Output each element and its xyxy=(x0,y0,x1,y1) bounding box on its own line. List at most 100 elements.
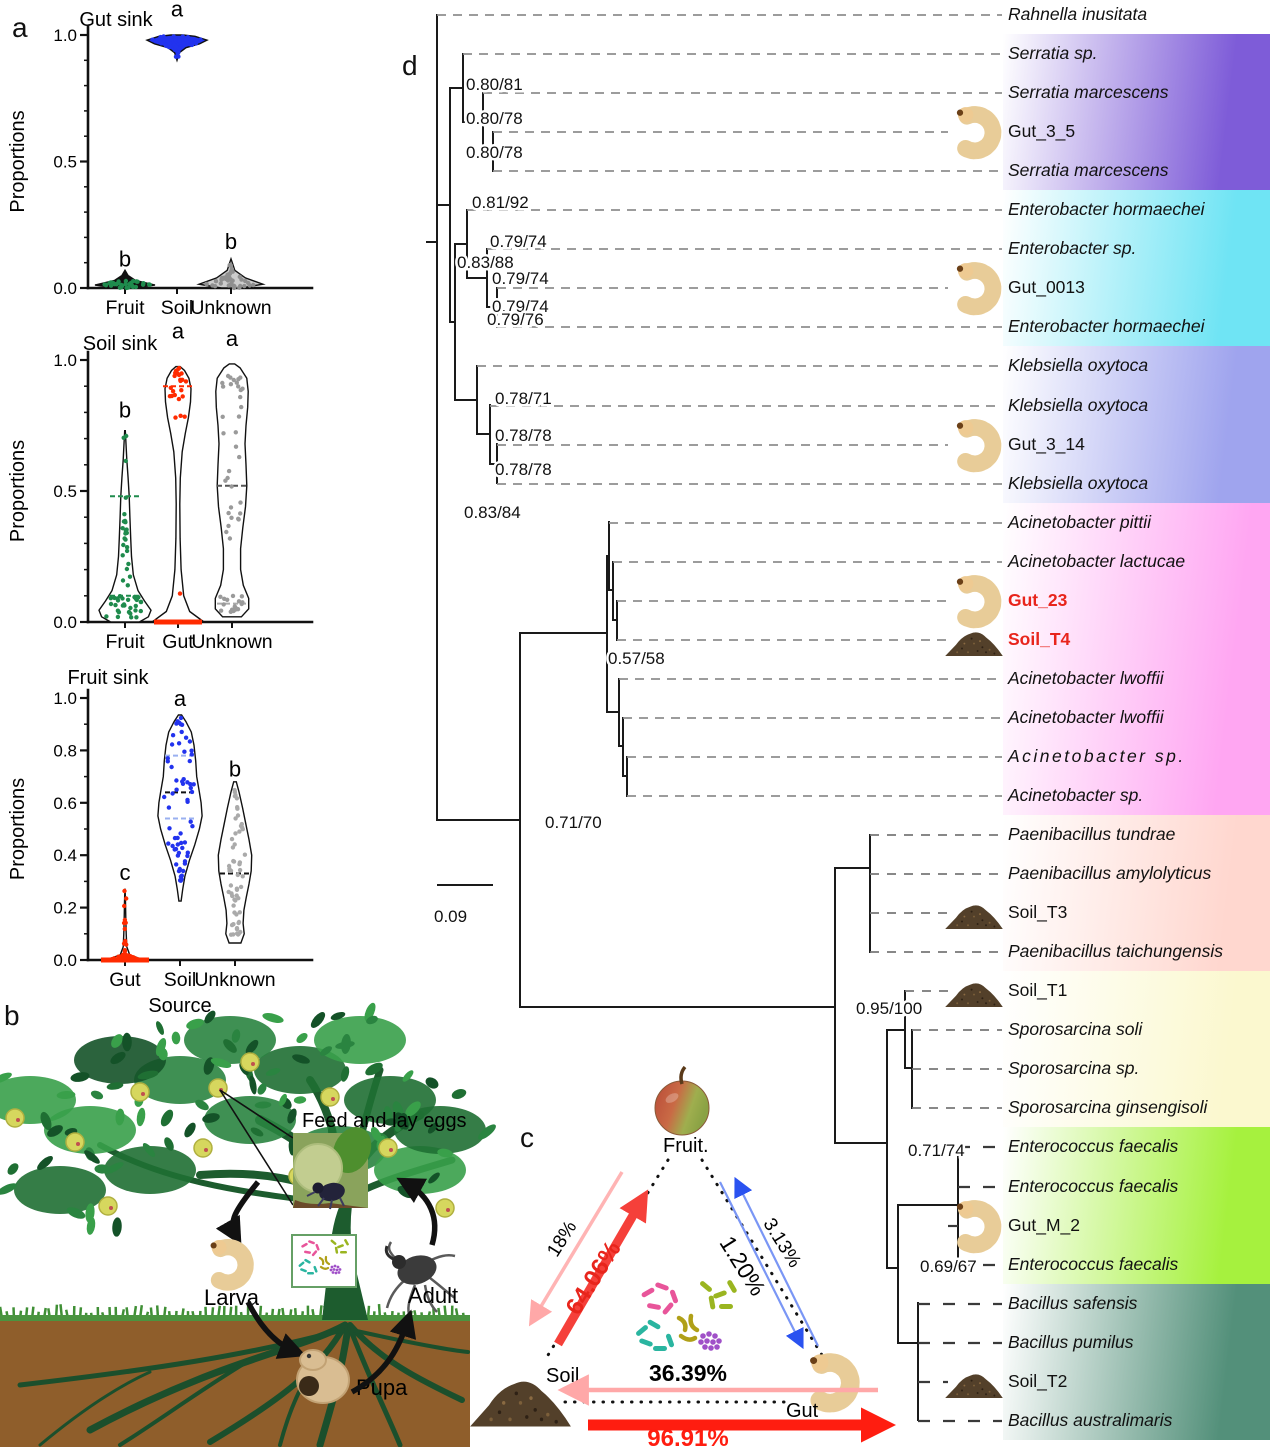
support-value-label: 0.79/74 xyxy=(492,269,549,288)
larva-icon xyxy=(956,106,1002,160)
support-value-label: 0.79/76 xyxy=(487,310,544,329)
support-value-label: 0.78/78 xyxy=(495,426,552,445)
support-value-label: 0.79/74 xyxy=(490,232,547,251)
panel-b-label: b xyxy=(4,1000,20,1031)
x-category-label: Unknown xyxy=(191,631,272,653)
support-value-label: 0.71/74 xyxy=(908,1141,965,1160)
significance-letter: b xyxy=(119,398,131,423)
larva-icon xyxy=(956,1200,1002,1254)
soil-pile-icon xyxy=(470,1381,571,1427)
clade-block xyxy=(1003,1127,1270,1284)
panel-c-label: c xyxy=(520,1122,534,1153)
apple-icon xyxy=(654,1065,710,1136)
violin-plot-gut-sink: Gut sink Proportions 0.0 0.5 1.0 b Fruit a Soil b… xyxy=(7,0,314,319)
support-value-label: 0.78/71 xyxy=(495,389,552,408)
soil-icon xyxy=(945,632,1003,656)
arrow-adult-to-photo xyxy=(396,1177,438,1246)
data-points xyxy=(150,34,203,59)
larva-icon xyxy=(956,262,1002,316)
weevil-on-fruit-icon xyxy=(306,1182,345,1210)
x-category-label: Unknown xyxy=(190,297,271,319)
flow-soil-gut-label: 96.91% xyxy=(647,1425,728,1447)
data-points xyxy=(167,365,189,596)
photo-pointer-lines xyxy=(219,1089,294,1206)
soil-icon xyxy=(945,905,1003,929)
arrow-soil-to-fruit xyxy=(554,1189,649,1347)
x-category-label: Fruit xyxy=(106,297,146,319)
clade-block xyxy=(1003,971,1270,1127)
clade-block xyxy=(1003,190,1270,346)
support-value-label: 0.95/100 xyxy=(856,999,922,1018)
y-tick-label: 0.0 xyxy=(53,951,77,970)
y-tick-label: 0.6 xyxy=(53,794,77,813)
flow-gut-soil-label: 36.39% xyxy=(649,1360,727,1386)
arrow-fruit-to-soil xyxy=(528,1171,624,1327)
panel-a-label: a xyxy=(12,12,28,43)
data-points xyxy=(104,433,144,620)
clade-block xyxy=(1003,34,1270,190)
support-value-label: 0.57/58 xyxy=(608,649,665,668)
bacteria-cluster xyxy=(636,1280,737,1351)
data-points xyxy=(104,888,140,963)
gut-node-label: Gut xyxy=(786,1400,819,1422)
clade-block xyxy=(1003,815,1270,971)
violin-plot-soil-sink: Soil sink Proportions 0.0 0.5 1.0 b Fruit a Gut a… xyxy=(7,318,314,653)
y-tick-label: 0.0 xyxy=(53,279,77,298)
x-axis-label: Source xyxy=(148,995,211,1017)
x-category-label: Soil xyxy=(164,969,197,991)
significance-letter: b xyxy=(119,246,131,271)
support-value-label: 0.71/70 xyxy=(545,813,602,832)
soil-icon xyxy=(945,1374,1003,1398)
tree-roots xyxy=(17,1321,470,1447)
y-tick-label: 1.0 xyxy=(53,689,77,708)
support-value-label: 0.69/67 xyxy=(920,1257,977,1276)
scale-bar-label: 0.09 xyxy=(434,907,467,926)
data-points xyxy=(226,787,248,937)
x-category-label: Gut xyxy=(162,631,194,653)
larva-icon xyxy=(956,575,1002,629)
y-axis-label: Proportions xyxy=(7,778,29,880)
significance-letter: a xyxy=(226,326,239,351)
support-value-label: 0.81/92 xyxy=(472,193,529,212)
significance-letter: c xyxy=(120,860,131,885)
lifecycle-illustration: Feed and lay eggs Larva Adult Pupa xyxy=(0,1002,496,1447)
gut-larva-icon xyxy=(810,1353,860,1413)
arrow-larva-to-pupa xyxy=(245,1300,307,1359)
soil-icon xyxy=(945,983,1003,1007)
arrow-fruit-to-gut xyxy=(719,1181,804,1350)
arrow-pupa-to-adult xyxy=(350,1309,417,1395)
significance-letter: b xyxy=(229,757,241,782)
data-points xyxy=(102,278,152,291)
y-tick-label: 0.5 xyxy=(53,482,77,501)
transfer-triangle: Fruit. Soil Gut 18% 64.06% 3.13% 1.20% 3… xyxy=(470,1065,897,1447)
x-category-label: Unknown xyxy=(194,969,275,991)
larva-icon xyxy=(956,419,1002,473)
y-tick-label: 0.0 xyxy=(53,613,77,632)
violin-shape xyxy=(149,365,207,623)
y-tick-label: 0.5 xyxy=(53,153,77,172)
support-value-label: 0.80/81 xyxy=(466,75,523,94)
clade-block xyxy=(1003,346,1270,503)
larva-icon xyxy=(210,1239,254,1291)
support-value-label: 0.80/78 xyxy=(466,143,523,162)
support-value-label: 0.83/88 xyxy=(457,253,514,272)
feed-label: Feed and lay eggs xyxy=(302,1110,467,1132)
panel-d-label: d xyxy=(402,50,418,81)
clade-block xyxy=(1003,1284,1270,1440)
y-tick-label: 0.4 xyxy=(53,846,77,865)
violin-shape xyxy=(98,430,152,623)
chart-title: Fruit sink xyxy=(67,667,149,689)
adult-weevil-icon xyxy=(384,1241,456,1315)
pupa-icon xyxy=(296,1349,350,1404)
tree-canopy xyxy=(0,1002,496,1237)
significance-letter: a xyxy=(172,318,185,343)
violin-shape xyxy=(214,363,250,618)
y-tick-label: 1.0 xyxy=(53,26,77,45)
adult-label: Adult xyxy=(408,1283,458,1308)
fruit-node-label: Fruit. xyxy=(663,1135,709,1157)
y-axis-label: Proportions xyxy=(7,110,29,212)
support-value-label: 0.83/84 xyxy=(464,503,521,522)
x-category-label: Fruit xyxy=(106,631,146,653)
